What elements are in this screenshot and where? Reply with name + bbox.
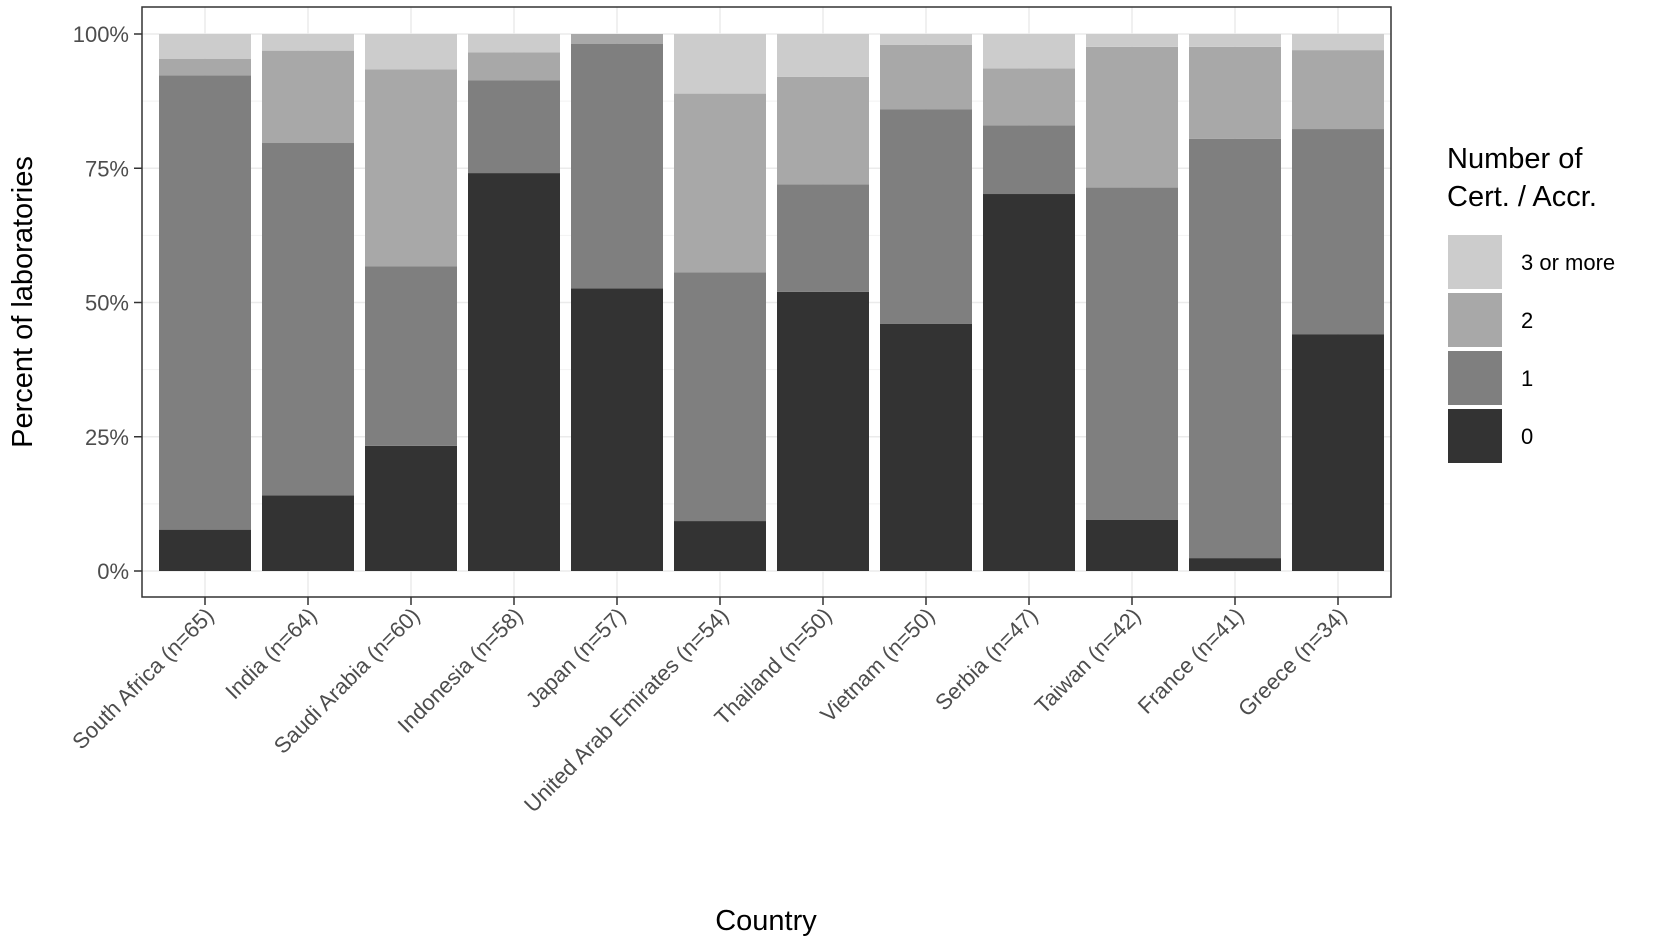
legend-label: 1 (1521, 366, 1533, 391)
x-axis-title: Country (715, 905, 817, 937)
bar-segment-3-or-more (674, 34, 766, 94)
bar-segment-0 (468, 173, 560, 571)
bar-segment-0 (365, 445, 457, 571)
bar-segment-3-or-more (880, 34, 972, 45)
bar-segment-2 (880, 44, 972, 110)
bar-segment-0 (159, 529, 251, 571)
bar-segment-3-or-more (159, 34, 251, 59)
bar-segment-3-or-more (1292, 34, 1384, 51)
bars-group (159, 34, 1384, 571)
x-tick-label: Japan (n=57) (521, 603, 631, 713)
bar-segment-2 (468, 52, 560, 81)
legend: Number of Cert. / Accr. 3 or more 2 1 0 (1447, 143, 1615, 463)
x-tick-label: Taiwan (n=42) (1030, 603, 1146, 719)
bar-segment-0 (1292, 334, 1384, 571)
y-axis-title: Percent of laboratories (7, 156, 39, 448)
bar-segment-3-or-more (1086, 34, 1178, 47)
bar-segment-1 (880, 109, 972, 324)
x-tick-label: United Arab Emirates (n=54) (519, 603, 733, 817)
bar-segment-0 (983, 194, 1075, 571)
bar-segment-1 (777, 184, 869, 292)
bar-segment-3-or-more (468, 34, 560, 53)
bar-segment-1 (159, 75, 251, 530)
bar-segment-2 (1292, 50, 1384, 130)
bar-segment-2 (365, 69, 457, 267)
x-tick-label: India (n=64) (220, 603, 321, 704)
legend-key-0 (1448, 409, 1502, 463)
bar-segment-0 (1189, 558, 1281, 571)
bar-segment-2 (262, 50, 354, 144)
x-tick-label: France (n=41) (1133, 603, 1249, 719)
legend-key-3-or-more (1448, 235, 1502, 289)
bar-segment-3-or-more (983, 34, 1075, 69)
bar-segment-1 (365, 266, 457, 446)
bar-segment-2 (1086, 46, 1178, 188)
bar-segment-2 (674, 93, 766, 273)
legend-title-line-2: Cert. / Accr. (1447, 181, 1597, 213)
bar-segment-1 (468, 80, 560, 174)
y-tick-label: 50% (85, 291, 129, 316)
y-tick-label: 0% (97, 559, 129, 584)
bar-segment-1 (1189, 138, 1281, 559)
bar-segment-0 (674, 521, 766, 571)
x-tick-label: South Africa (n=65) (67, 603, 218, 754)
bar-segment-1 (571, 43, 663, 289)
bar-segment-0 (1086, 519, 1178, 571)
bar-segment-0 (880, 323, 972, 571)
bar-segment-2 (777, 76, 869, 185)
bar-segment-3-or-more (777, 34, 869, 77)
legend-key-2 (1448, 293, 1502, 347)
bar-segment-3-or-more (1189, 34, 1281, 47)
bar-segment-1 (983, 125, 1075, 195)
legend-title-line-1: Number of (1447, 143, 1583, 175)
y-tick-label: 75% (85, 156, 129, 181)
bar-segment-1 (1292, 129, 1384, 335)
bar-segment-1 (262, 143, 354, 496)
y-tick-label: 100% (73, 22, 129, 47)
bar-segment-2 (571, 34, 663, 44)
x-tick-label: Serbia (n=47) (930, 603, 1042, 715)
bar-segment-2 (159, 58, 251, 76)
y-tick-label: 25% (85, 425, 129, 450)
bar-segment-0 (777, 291, 869, 571)
bar-segment-0 (262, 495, 354, 571)
bar-segment-1 (1086, 187, 1178, 520)
y-axis: 0% 25% 50% 75% 100% (73, 22, 142, 584)
legend-label: 3 or more (1521, 250, 1615, 275)
bar-segment-2 (983, 68, 1075, 126)
x-axis: South Africa (n=65) India (n=64)Saudi Ara… (67, 597, 1352, 817)
bar-segment-3-or-more (262, 34, 354, 51)
bar-segment-3-or-more (365, 34, 457, 70)
bar-segment-0 (571, 288, 663, 571)
bar-segment-2 (1189, 46, 1281, 139)
bar-segment-1 (674, 272, 766, 522)
x-tick-label: Greece (n=34) (1233, 603, 1351, 721)
legend-key-1 (1448, 351, 1502, 405)
legend-label: 2 (1521, 308, 1533, 333)
legend-label: 0 (1521, 424, 1533, 449)
